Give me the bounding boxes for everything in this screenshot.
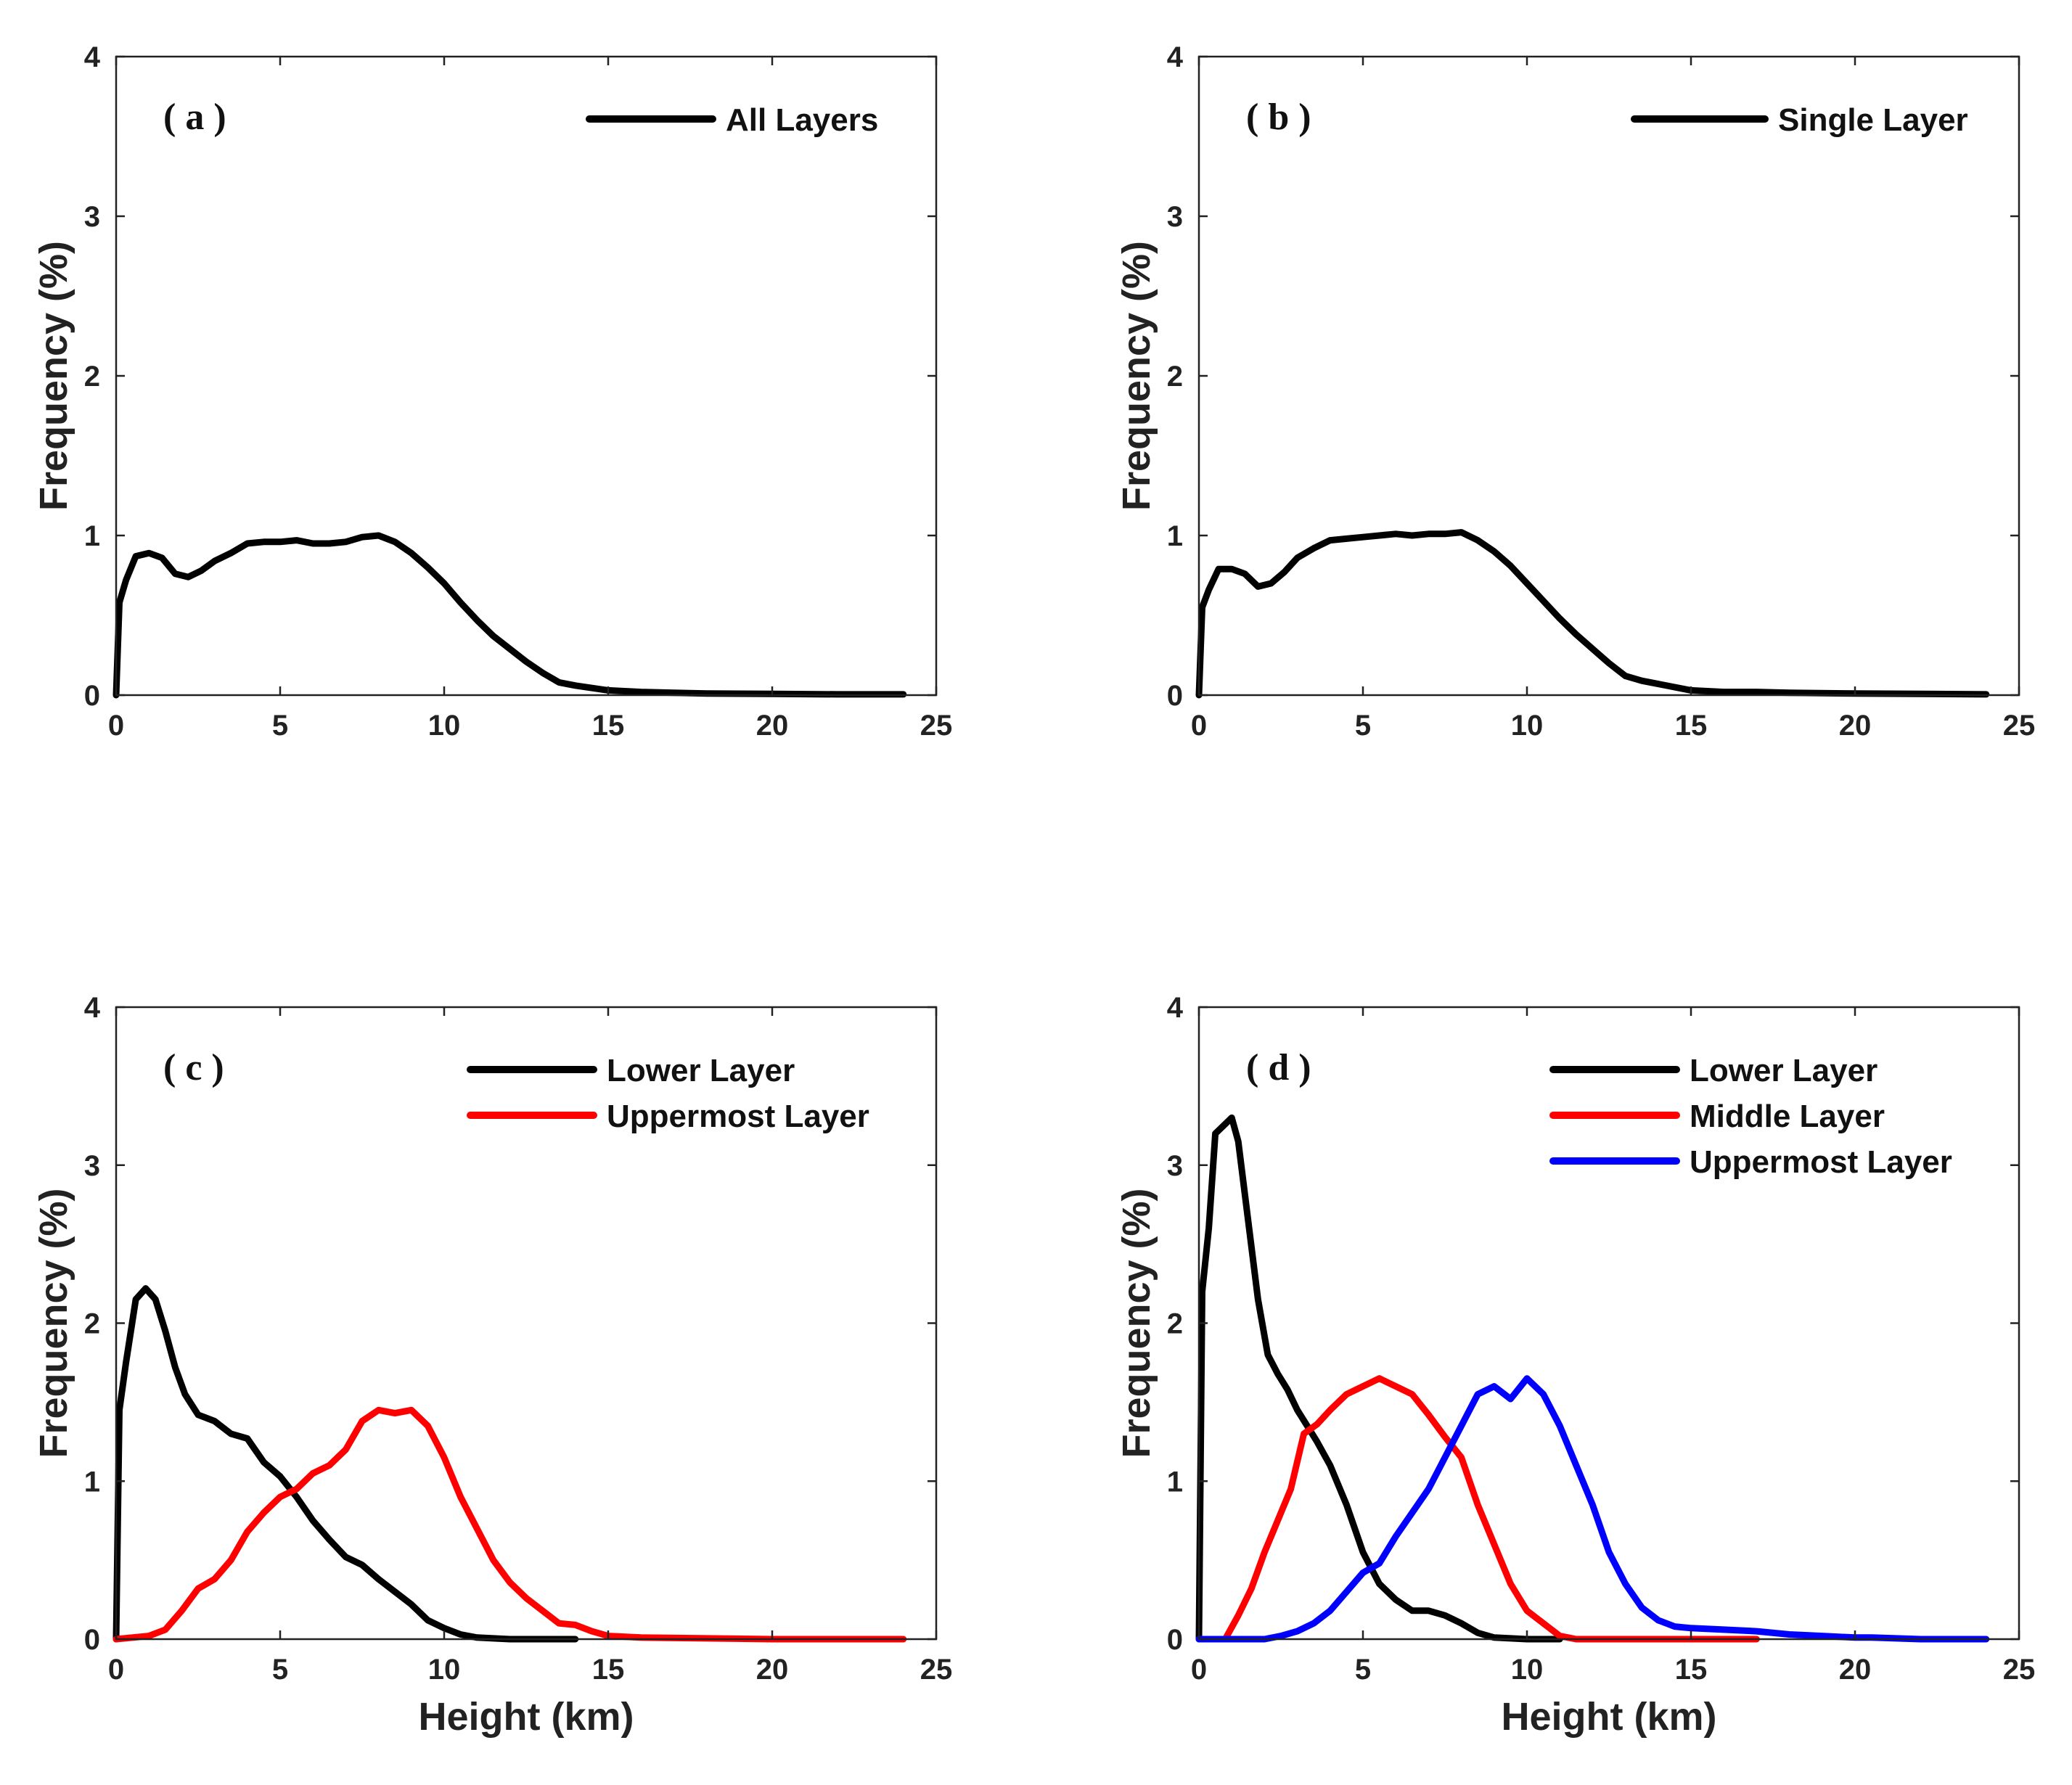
legend-label: Middle Layer xyxy=(1690,1099,1885,1134)
x-tick-label: 25 xyxy=(2003,1654,2036,1686)
y-tick-label: 0 xyxy=(1167,1624,1183,1656)
panel-a: 0 5 10 15 20 25 0 1 2 3 4 Frequency (%) ( a ) All Lay… xyxy=(32,41,952,742)
x-tick-label: 10 xyxy=(1511,710,1544,742)
panel-c: 0 5 10 15 20 25 0 1 2 3 4 Frequency (%) Height (km) (… xyxy=(32,992,952,1739)
axes-frame xyxy=(115,55,938,697)
panel-d: 0 5 10 15 20 25 0 1 2 3 4 Frequency (%) Height (km) (… xyxy=(1115,992,2035,1739)
legend-label: Uppermost Layer xyxy=(607,1099,869,1134)
y-tick-label: 4 xyxy=(84,41,101,73)
y-axis-label: Frequency (%) xyxy=(1115,241,1158,511)
x-tick-label: 15 xyxy=(1675,710,1708,742)
y-tick-label: 0 xyxy=(1167,680,1183,712)
x-axis-label: Height (km) xyxy=(1502,1695,1717,1739)
y-tick-label: 3 xyxy=(1167,1150,1183,1182)
x-tick-label: 0 xyxy=(1191,1654,1207,1686)
y-tick-label: 2 xyxy=(84,1308,100,1340)
series-line-uppermost-layer xyxy=(1195,1375,1990,1643)
y-tick-label: 3 xyxy=(84,201,100,233)
x-tick-label: 25 xyxy=(920,1654,953,1686)
y-tick-label: 1 xyxy=(84,520,100,552)
x-tick-label: 5 xyxy=(272,710,288,742)
series-line-lower-layer xyxy=(1195,1114,1563,1643)
x-tick-label: 20 xyxy=(1839,710,1872,742)
y-tick-label: 0 xyxy=(84,1624,100,1656)
y-tick-label: 3 xyxy=(84,1150,100,1182)
x-axis-label: Height (km) xyxy=(419,1695,634,1739)
axes-frame xyxy=(1197,55,2020,697)
y-tick-label: 1 xyxy=(1167,520,1183,552)
series-line-middle-layer xyxy=(1195,1375,1760,1643)
x-tick-label: 15 xyxy=(592,710,625,742)
legend-label: All Layers xyxy=(726,102,878,138)
y-tick-label: 0 xyxy=(84,680,100,712)
x-tick-label: 10 xyxy=(428,1654,461,1686)
x-tick-label: 0 xyxy=(1191,710,1207,742)
panel-label: ( a ) xyxy=(163,97,226,138)
series-line-lower-layer xyxy=(112,1285,579,1643)
x-tick-label: 20 xyxy=(756,710,789,742)
y-tick-label: 1 xyxy=(1167,1466,1183,1498)
series-line-uppermost-layer xyxy=(112,1406,907,1643)
x-tick-label: 10 xyxy=(1511,1654,1544,1686)
x-tick-label: 25 xyxy=(2003,710,2036,742)
legend-label: Single Layer xyxy=(1778,102,1968,138)
x-tick-label: 15 xyxy=(1675,1654,1708,1686)
panel-label: ( d ) xyxy=(1246,1047,1311,1088)
series-line-single-layer xyxy=(1195,529,1990,699)
x-tick-label: 10 xyxy=(428,710,461,742)
legend-label: Lower Layer xyxy=(1690,1053,1878,1088)
x-tick-label: 20 xyxy=(1839,1654,1872,1686)
x-tick-label: 0 xyxy=(108,1654,124,1686)
y-tick-label: 3 xyxy=(1167,201,1183,233)
y-tick-label: 2 xyxy=(1167,361,1183,393)
y-tick-label: 4 xyxy=(84,992,101,1024)
y-tick-label: 1 xyxy=(84,1466,100,1498)
x-tick-label: 5 xyxy=(272,1654,288,1686)
x-tick-label: 5 xyxy=(1355,710,1371,742)
y-tick-label: 2 xyxy=(1167,1308,1183,1340)
y-tick-label: 2 xyxy=(84,361,100,393)
x-tick-label: 15 xyxy=(592,1654,625,1686)
series-line-all-layers xyxy=(112,532,907,699)
panel-b: 0 5 10 15 20 25 0 1 2 3 4 Frequency (%) ( b ) Single … xyxy=(1115,41,2035,742)
legend-label: Lower Layer xyxy=(607,1053,795,1088)
x-tick-label: 0 xyxy=(108,710,124,742)
y-tick-label: 4 xyxy=(1167,992,1184,1024)
x-tick-label: 20 xyxy=(756,1654,789,1686)
legend-label: Uppermost Layer xyxy=(1690,1144,1952,1180)
panel-label: ( c ) xyxy=(163,1047,224,1088)
y-axis-label: Frequency (%) xyxy=(32,1188,75,1458)
x-tick-label: 25 xyxy=(920,710,953,742)
panel-label: ( b ) xyxy=(1246,97,1311,138)
y-axis-label: Frequency (%) xyxy=(32,241,75,511)
y-axis-label: Frequency (%) xyxy=(1115,1188,1158,1458)
x-tick-label: 5 xyxy=(1355,1654,1371,1686)
y-tick-label: 4 xyxy=(1167,41,1184,73)
